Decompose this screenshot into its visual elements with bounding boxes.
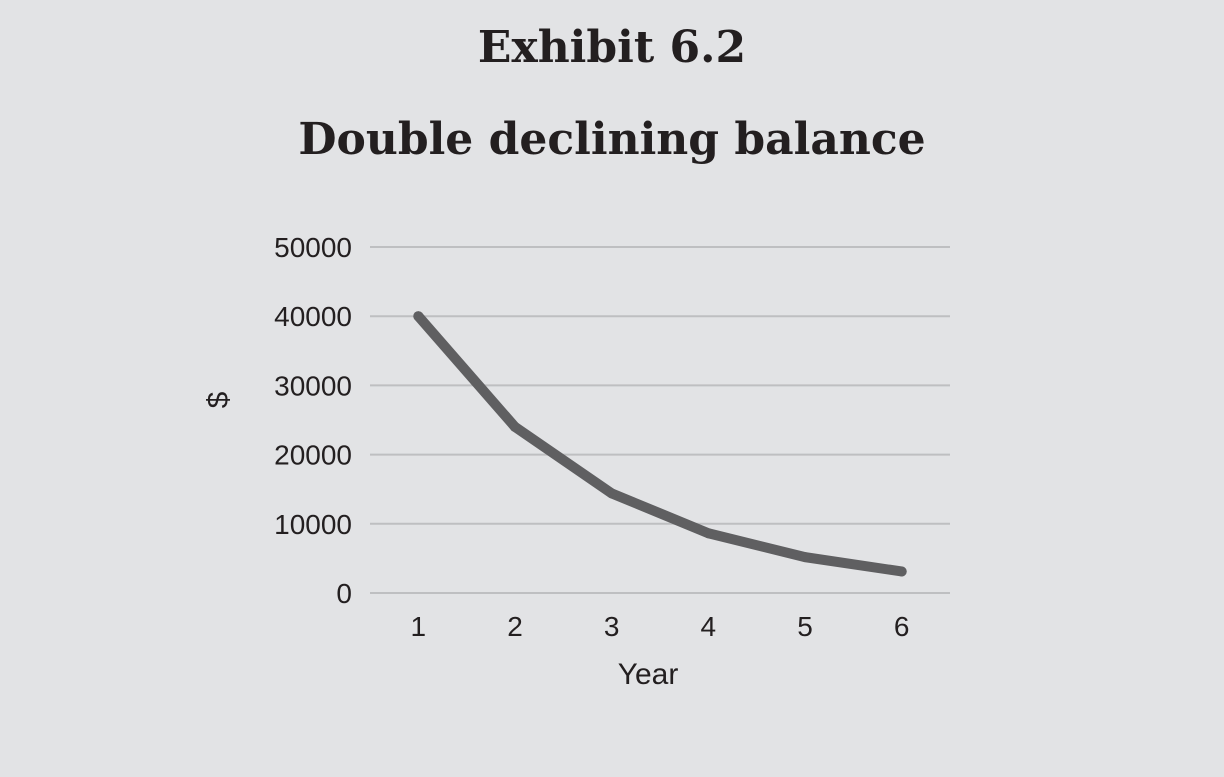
y-tick-label: 10000 — [274, 509, 352, 540]
y-tick-label: 20000 — [274, 440, 352, 471]
gridlines — [370, 246, 950, 594]
y-tick-label: 0 — [336, 578, 352, 609]
data-point — [703, 528, 714, 539]
x-tick-label: 1 — [411, 611, 427, 642]
data-point — [896, 566, 907, 577]
data-point — [800, 552, 810, 563]
series-group — [413, 311, 907, 577]
data-point — [413, 311, 424, 322]
chart-title: Double declining balance — [298, 114, 926, 165]
x-tick-label: 2 — [507, 611, 523, 642]
y-tick-label: 50000 — [274, 232, 352, 263]
series-line — [413, 311, 907, 577]
x-tick-label: 5 — [797, 611, 813, 642]
x-axis-title: Year — [618, 658, 679, 691]
y-tick-label: 30000 — [274, 370, 352, 401]
data-point — [510, 421, 520, 432]
x-axis-ticks: 1 2 3 4 5 6 — [411, 611, 910, 642]
y-axis-ticks: 0 10000 20000 30000 40000 50000 — [274, 232, 352, 609]
y-axis-title: $ — [202, 391, 235, 408]
y-tick-label: 40000 — [274, 301, 352, 332]
x-tick-label: 4 — [701, 611, 717, 642]
x-tick-label: 3 — [604, 611, 620, 642]
data-point — [606, 488, 617, 499]
exhibit-label: Exhibit 6.2 — [477, 22, 747, 73]
x-tick-label: 6 — [894, 611, 910, 642]
